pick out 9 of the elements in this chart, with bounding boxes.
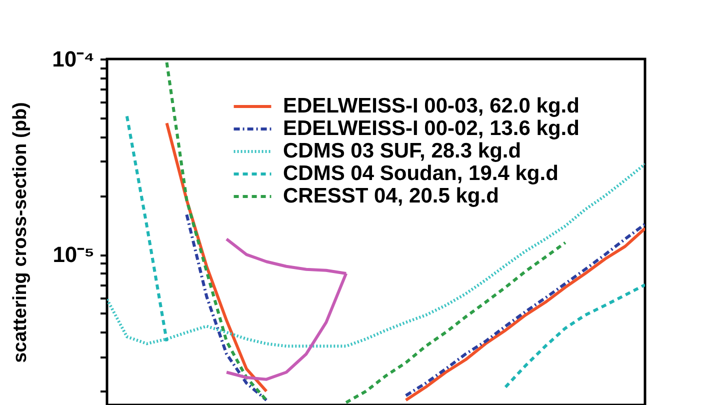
line-series — [107, 162, 645, 348]
legend-label: CDMS 04 Soudan, 19.4 kg.d — [283, 162, 558, 185]
y-tick-label: 10⁻⁵ — [52, 242, 94, 268]
y-axis-title: scattering cross-section (pb) — [10, 102, 32, 363]
legend-label: CDMS 03 SUF, 28.3 kg.d — [283, 140, 522, 162]
legend-label: CRESST 04, 20.5 kg.d — [283, 184, 499, 208]
legend-label: EDELWEISS-I 00-03, 62.0 kg.d — [283, 94, 580, 118]
legend-label: EDELWEISS-I 00-02, 13.6 kg.d — [283, 117, 580, 140]
y-tick-label: 10⁻⁴ — [52, 46, 94, 72]
